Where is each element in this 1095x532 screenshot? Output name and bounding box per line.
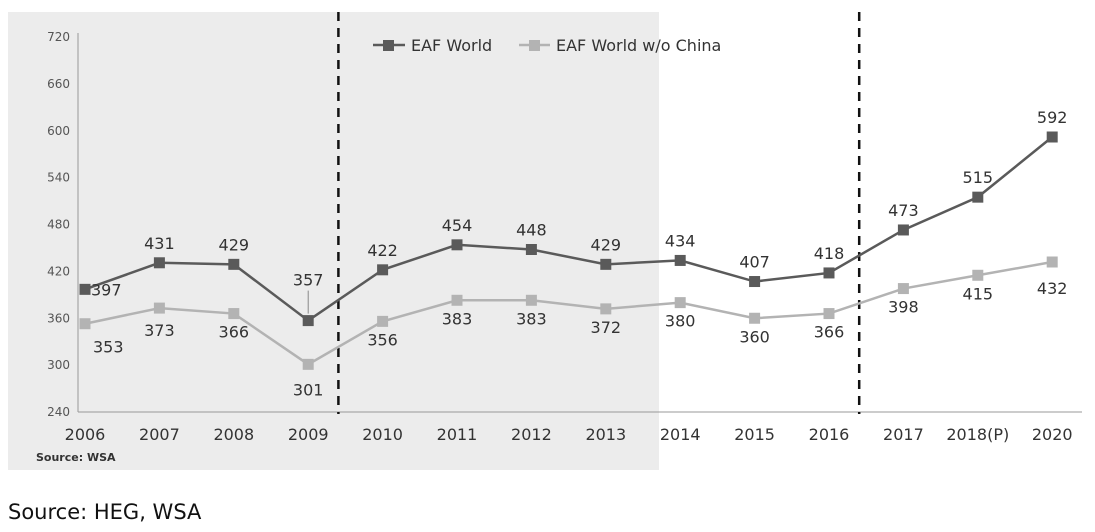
x-tick-label: 2006 xyxy=(65,425,106,444)
data-point-marker xyxy=(377,315,389,327)
data-point-marker xyxy=(525,244,537,255)
x-tick-label: 2011 xyxy=(437,425,478,444)
data-label: 415 xyxy=(963,284,994,303)
x-tick-label: 2016 xyxy=(809,425,850,444)
data-label: 429 xyxy=(591,235,622,254)
y-tick-label: 600 xyxy=(47,124,70,138)
data-label: 356 xyxy=(367,330,398,349)
data-label: 515 xyxy=(963,168,994,187)
data-point-marker xyxy=(897,224,909,236)
x-tick-label: 2008 xyxy=(213,425,254,444)
period-dividers xyxy=(337,12,861,414)
x-tick-label: 2015 xyxy=(734,425,775,444)
series-lines xyxy=(79,131,1058,370)
x-tick-label: 2020 xyxy=(1032,425,1073,444)
data-label: 357 xyxy=(293,271,324,290)
y-tick-label: 360 xyxy=(47,311,70,325)
data-label: 429 xyxy=(219,235,250,254)
data-label: 454 xyxy=(442,216,473,235)
data-point-marker xyxy=(674,254,686,266)
legend-marker-eaf-world-wo-china xyxy=(529,40,540,51)
data-point-marker xyxy=(228,258,240,270)
data-point-marker xyxy=(972,191,984,203)
y-tick-label: 300 xyxy=(47,358,70,372)
data-point-marker xyxy=(897,283,909,295)
data-point-marker xyxy=(153,257,165,269)
data-label: 592 xyxy=(1037,108,1068,127)
legend: EAF World EAF World w/o China xyxy=(373,36,721,55)
chart-source-note: Source: WSA xyxy=(36,451,116,464)
series-line xyxy=(84,136,1053,323)
data-label: 383 xyxy=(516,309,547,328)
x-tick-label: 2017 xyxy=(883,425,924,444)
shaded-period-background xyxy=(8,12,659,470)
data-label: 383 xyxy=(442,309,473,328)
data-label: 366 xyxy=(219,323,250,342)
figure-source-caption: Source: HEG, WSA xyxy=(8,500,202,524)
data-label: 398 xyxy=(888,298,919,317)
y-tick-label: 420 xyxy=(47,264,70,278)
data-point-marker xyxy=(749,312,761,324)
x-tick-label: 2012 xyxy=(511,425,552,444)
data-label: 473 xyxy=(888,201,919,220)
y-tick-label: 540 xyxy=(47,171,70,185)
data-point-marker xyxy=(451,294,463,306)
series-line xyxy=(84,260,1053,366)
y-tick-label: 480 xyxy=(47,218,70,232)
data-point-marker xyxy=(972,269,984,281)
data-label: 353 xyxy=(93,338,124,357)
data-label: 448 xyxy=(516,221,547,240)
data-labels: 397 431 429 357 422 454 448 429 434 407 418 473 515 5… xyxy=(91,108,1067,399)
data-point-marker xyxy=(79,318,91,330)
data-label: 431 xyxy=(144,234,175,253)
data-point-marker xyxy=(1046,256,1058,268)
legend-marker-eaf-world xyxy=(383,40,394,51)
data-point-marker xyxy=(823,267,835,279)
data-point-marker xyxy=(153,302,165,314)
x-tick-label: 2009 xyxy=(288,425,329,444)
data-point-marker xyxy=(377,264,389,276)
data-label: 372 xyxy=(591,318,622,337)
x-tick-label: 2013 xyxy=(585,425,626,444)
data-point-marker xyxy=(451,239,463,251)
data-label: 397 xyxy=(91,280,122,299)
data-point-marker xyxy=(302,358,314,370)
legend-label-eaf-world-wo-china: EAF World w/o China xyxy=(556,36,721,55)
axes: 240 300 360 420 480 540 600 660 720 2006 2007 2008 2… xyxy=(47,30,1082,444)
data-point-marker xyxy=(525,294,537,306)
data-label: 380 xyxy=(665,312,696,331)
data-label: 360 xyxy=(739,327,770,346)
data-point-marker xyxy=(302,315,314,327)
data-label: 422 xyxy=(367,241,398,260)
y-tick-label: 240 xyxy=(47,405,70,419)
data-label: 301 xyxy=(293,380,324,399)
x-tick-label: 2018(P) xyxy=(946,425,1009,444)
data-point-marker xyxy=(228,308,240,320)
data-point-marker xyxy=(823,308,835,320)
y-tick-label: 720 xyxy=(47,30,70,44)
y-tick-label: 660 xyxy=(47,77,70,91)
x-tick-label: 2014 xyxy=(660,425,701,444)
data-point-marker xyxy=(600,303,612,315)
data-label: 407 xyxy=(739,253,770,272)
data-label: 434 xyxy=(665,231,696,250)
data-point-marker xyxy=(79,283,91,295)
data-point-marker xyxy=(749,276,761,288)
data-point-marker xyxy=(600,258,612,270)
data-point-marker xyxy=(674,297,686,309)
data-label: 373 xyxy=(144,321,175,340)
legend-label-eaf-world: EAF World xyxy=(411,36,492,55)
data-point-marker xyxy=(1046,131,1058,143)
data-label: 366 xyxy=(814,323,845,342)
data-label: 418 xyxy=(814,244,845,263)
x-tick-label: 2010 xyxy=(362,425,403,444)
data-label: 432 xyxy=(1037,279,1068,298)
x-tick-label: 2007 xyxy=(139,425,180,444)
